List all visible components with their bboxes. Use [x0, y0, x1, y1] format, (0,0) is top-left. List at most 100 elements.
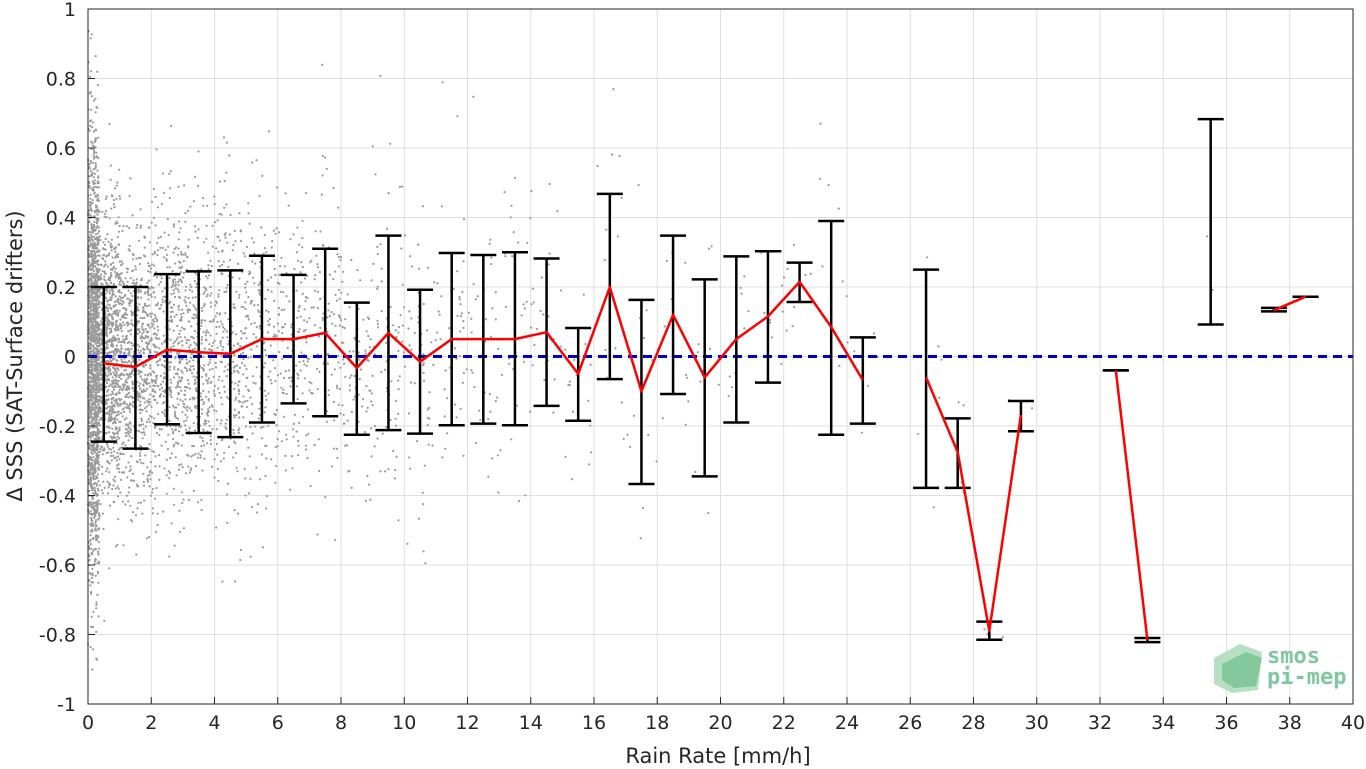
scatter-point [584, 343, 587, 346]
scatter-point [159, 235, 162, 238]
scatter-point [204, 338, 208, 341]
scatter-point [110, 410, 113, 413]
scatter-point [258, 311, 261, 314]
scatter-point [190, 352, 193, 356]
scatter-point [226, 283, 229, 287]
scatter-point [116, 543, 119, 546]
scatter-point [242, 357, 245, 361]
scatter-point [94, 411, 97, 414]
scatter-point [293, 413, 296, 416]
scatter-point [290, 326, 293, 329]
scatter-point [147, 262, 150, 265]
scatter-point [274, 481, 277, 484]
scatter-point [124, 316, 128, 320]
scatter-point [236, 364, 239, 367]
scatter-point [100, 302, 104, 305]
scatter-point [254, 425, 257, 428]
scatter-point [94, 574, 97, 577]
scatter-point [146, 377, 149, 380]
scatter-point [93, 502, 96, 505]
scatter-point [91, 465, 94, 468]
scatter-point [118, 295, 121, 298]
scatter-point [153, 350, 156, 353]
scatter-point [93, 279, 96, 282]
scatter-point [401, 185, 404, 188]
scatter-point [222, 346, 225, 349]
scatter-point [93, 364, 96, 367]
scatter-point [245, 368, 248, 371]
scatter-point [93, 262, 96, 265]
scatter-point [186, 379, 189, 382]
scatter-point [391, 324, 395, 327]
scatter-point [253, 321, 256, 325]
scatter-point [96, 156, 99, 159]
scatter-point [385, 227, 389, 230]
scatter-point [228, 233, 231, 236]
scatter-point [92, 344, 95, 347]
scatter-point [94, 245, 97, 248]
scatter-point [140, 417, 143, 420]
scatter-point [221, 403, 224, 406]
scatter-point [89, 543, 92, 546]
scatter-point [109, 344, 113, 347]
scatter-point [154, 346, 157, 349]
scatter-point [297, 306, 300, 309]
scatter-point [233, 440, 236, 443]
scatter-point [90, 517, 93, 521]
scatter-point [270, 382, 273, 385]
scatter-point [106, 352, 109, 356]
scatter-point [119, 279, 123, 282]
scatter-point [143, 302, 146, 305]
scatter-point [220, 361, 223, 364]
scatter-point [205, 329, 208, 332]
scatter-point [112, 304, 115, 307]
scatter-point [169, 378, 172, 381]
scatter-point [218, 325, 221, 328]
scatter-point [306, 408, 309, 411]
scatter-point [641, 506, 645, 510]
scatter-point [95, 398, 98, 401]
scatter-point [356, 269, 359, 272]
scatter-point [89, 316, 92, 319]
scatter-point [431, 444, 434, 447]
scatter-point [247, 212, 250, 215]
scatter-point [158, 465, 161, 468]
scatter-point [238, 212, 241, 215]
scatter-point [279, 290, 282, 293]
scatter-point [96, 182, 99, 185]
scatter-point [192, 337, 195, 340]
scatter-point [183, 366, 186, 369]
scatter-point [436, 331, 439, 334]
scatter-point [113, 457, 116, 460]
scatter-point [160, 444, 163, 447]
scatter-point [137, 372, 140, 375]
scatter-point [128, 340, 131, 343]
scatter-point [310, 259, 313, 262]
scatter-point [279, 265, 282, 268]
scatter-point [305, 364, 308, 367]
scatter-point [167, 433, 170, 436]
scatter-point [95, 503, 99, 506]
scatter-point [115, 344, 118, 347]
scatter-point [212, 389, 216, 392]
scatter-point [155, 377, 158, 380]
scatter-point [147, 418, 150, 421]
scatter-point [380, 280, 383, 283]
scatter-point [153, 327, 156, 330]
scatter-point [211, 349, 214, 352]
scatter-point [88, 220, 91, 223]
scatter-point [88, 432, 91, 435]
scatter-point [89, 646, 92, 649]
scatter-point [171, 306, 174, 309]
scatter-point [151, 450, 154, 453]
scatter-point [224, 312, 227, 315]
scatter-point [142, 480, 145, 484]
scatter-point [91, 426, 94, 429]
scatter-point [128, 410, 131, 413]
scatter-point [267, 288, 270, 292]
scatter-point [120, 296, 123, 299]
scatter-point [368, 345, 371, 349]
scatter-point [296, 330, 300, 333]
scatter-point [96, 562, 99, 565]
scatter-point [112, 335, 115, 338]
